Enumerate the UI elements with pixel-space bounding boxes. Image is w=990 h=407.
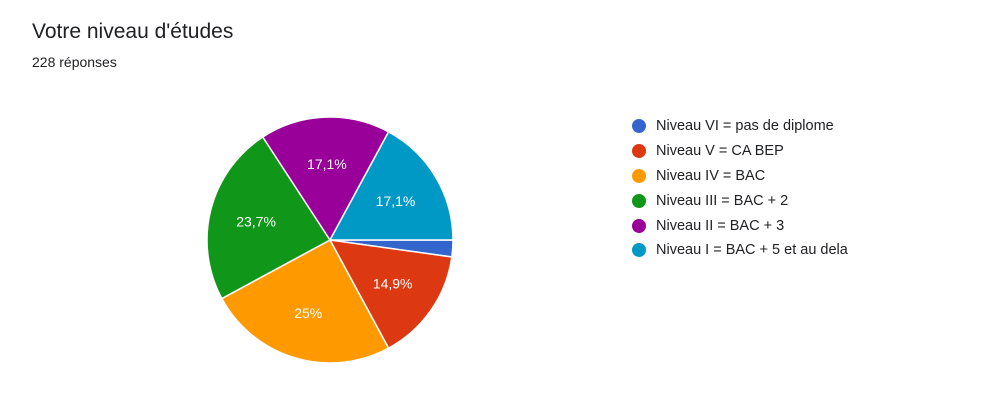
pie-slice[interactable] <box>261 116 390 242</box>
legend-item[interactable]: Niveau II = BAC + 3 <box>632 213 848 238</box>
legend-label: Niveau III = BAC + 2 <box>656 192 789 209</box>
pie-slice[interactable] <box>220 238 390 364</box>
legend-item[interactable]: Niveau IV = BAC <box>632 164 848 189</box>
slice-data-label: 25% <box>294 305 322 321</box>
legend-item[interactable]: Niveau III = BAC + 2 <box>632 188 848 213</box>
legend-label: Niveau VI = pas de diplome <box>656 118 834 135</box>
legend-label: Niveau IV = BAC <box>656 167 766 184</box>
legend-swatch <box>632 144 646 159</box>
slice-data-label: 17,1% <box>307 156 347 172</box>
pie-chart: 14,9% 25% 23,7% 17,1% 17,1% <box>206 116 454 364</box>
legend-swatch <box>632 193 646 208</box>
legend-swatch <box>632 243 646 258</box>
legend-item[interactable]: Niveau I = BAC + 5 et au dela <box>632 238 848 263</box>
legend-swatch <box>632 119 646 134</box>
legend-label: Niveau II = BAC + 3 <box>656 217 785 234</box>
legend-item[interactable]: Niveau V = CA BEP <box>632 139 848 164</box>
legend-swatch <box>632 168 646 183</box>
pie-slice[interactable] <box>206 135 332 300</box>
pie-slice[interactable] <box>328 130 454 241</box>
slice-data-label: 23,7% <box>236 213 276 229</box>
pie-slice[interactable] <box>328 239 453 350</box>
slice-data-label: 14,9% <box>373 275 413 291</box>
legend-label: Niveau V = CA BEP <box>656 143 784 160</box>
response-count: 228 réponses <box>32 54 117 70</box>
legend-item[interactable]: Niveau VI = pas de diplome <box>632 114 848 139</box>
slice-data-label: 17,1% <box>376 193 416 209</box>
chart-legend: Niveau VI = pas de diplome Niveau V = CA … <box>632 114 848 263</box>
legend-label: Niveau I = BAC + 5 et au dela <box>656 242 848 259</box>
chart-title: Votre niveau d'études <box>32 20 234 43</box>
legend-swatch <box>632 218 646 233</box>
